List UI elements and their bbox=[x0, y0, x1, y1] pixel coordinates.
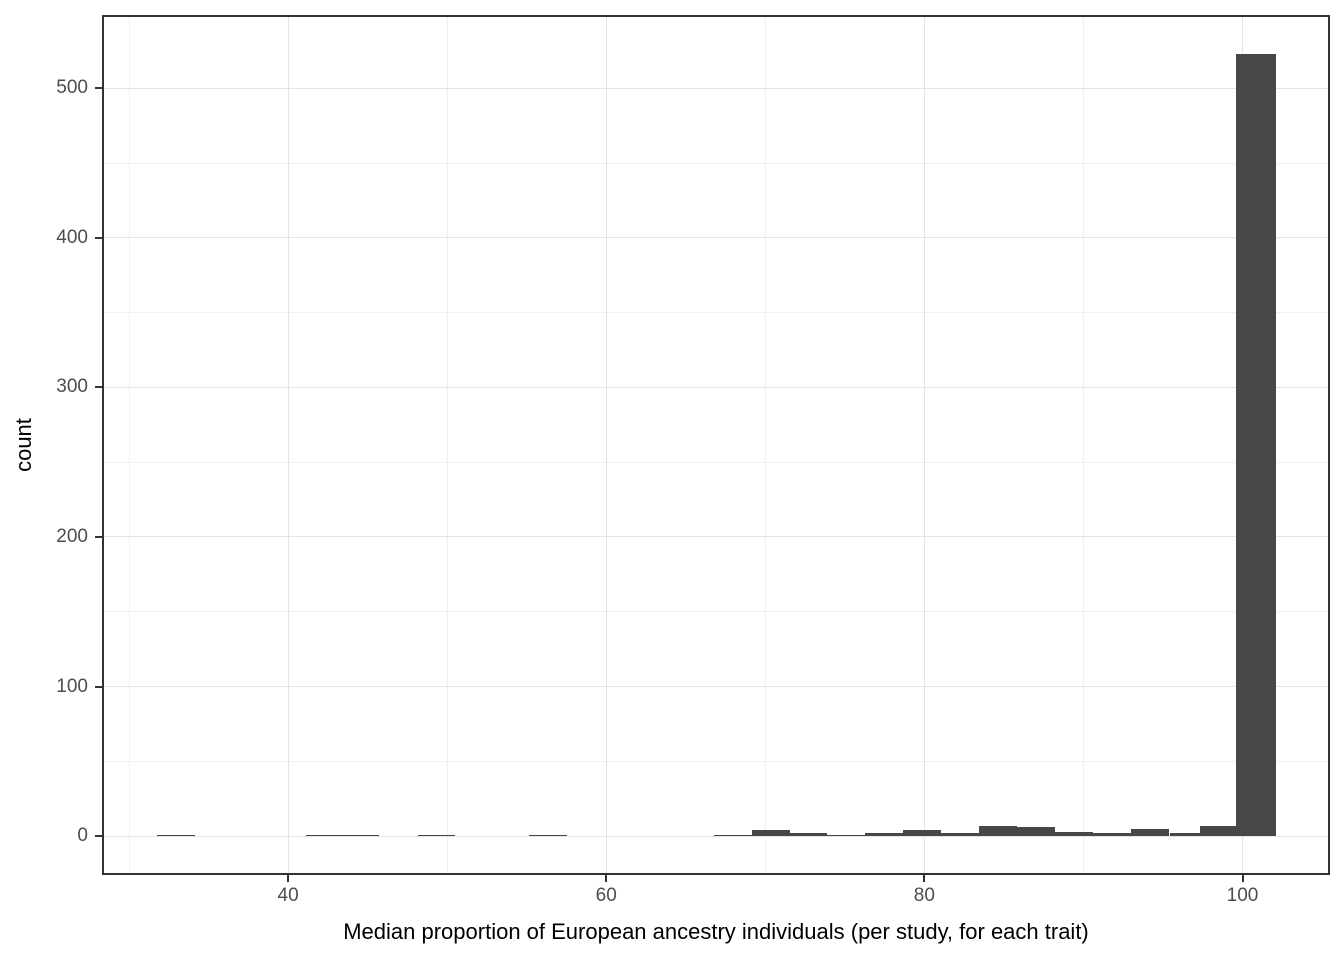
gridline-major-horizontal bbox=[102, 835, 1330, 837]
gridline-major-horizontal bbox=[102, 386, 1330, 388]
histogram-bar bbox=[418, 834, 456, 837]
y-axis-tick bbox=[95, 386, 102, 389]
y-axis-tick bbox=[95, 236, 102, 239]
gridline-major-horizontal bbox=[102, 686, 1330, 688]
gridline-major-vertical bbox=[605, 15, 607, 875]
gridline-minor-vertical bbox=[764, 15, 766, 875]
plot-panel bbox=[102, 15, 1330, 875]
histogram-bar bbox=[903, 830, 942, 837]
y-axis-tick bbox=[95, 835, 102, 838]
histogram-bar bbox=[157, 834, 196, 837]
x-tick-label: 60 bbox=[595, 885, 617, 906]
histogram-bar bbox=[827, 834, 866, 837]
histogram-bar bbox=[1131, 828, 1170, 837]
gridline-major-vertical bbox=[923, 15, 925, 875]
gridline-major-horizontal bbox=[102, 237, 1330, 239]
y-axis-title: count bbox=[11, 418, 36, 472]
histogram-bar bbox=[1169, 833, 1200, 837]
x-axis-tick bbox=[605, 875, 608, 882]
histogram-bar bbox=[1236, 53, 1276, 837]
histogram-bar bbox=[979, 825, 1018, 837]
histogram-bar bbox=[752, 830, 791, 837]
histogram-bar bbox=[1093, 833, 1132, 837]
gridline-major-horizontal bbox=[102, 87, 1330, 89]
y-tick-label: 200 bbox=[56, 525, 88, 547]
gridline-minor-horizontal bbox=[102, 162, 1330, 164]
y-axis-tick bbox=[95, 87, 102, 90]
y-tick-label: 0 bbox=[77, 825, 88, 847]
histogram-bar bbox=[1055, 831, 1094, 837]
histogram-bar bbox=[714, 834, 753, 837]
gridline-minor-horizontal bbox=[102, 611, 1330, 613]
y-axis-tick bbox=[95, 535, 102, 538]
gridline-minor-vertical bbox=[446, 15, 448, 875]
y-tick-label: 500 bbox=[56, 77, 88, 99]
histogram-bar bbox=[1017, 827, 1056, 837]
y-axis-tick bbox=[95, 685, 102, 688]
x-axis-tick bbox=[287, 875, 290, 882]
gridline-minor-horizontal bbox=[102, 760, 1330, 762]
histogram-bar bbox=[306, 834, 344, 837]
histogram-bar bbox=[865, 833, 904, 837]
histogram-bar bbox=[343, 834, 380, 837]
gridline-minor-horizontal bbox=[102, 461, 1330, 463]
gridline-major-horizontal bbox=[102, 536, 1330, 538]
x-axis-tick bbox=[1241, 875, 1244, 882]
histogram-bar bbox=[1199, 825, 1237, 837]
x-tick-label: 80 bbox=[913, 885, 935, 906]
gridline-minor-vertical bbox=[128, 15, 130, 875]
y-tick-label: 300 bbox=[56, 376, 88, 398]
x-axis-tick bbox=[923, 875, 926, 882]
histogram-bar bbox=[529, 834, 568, 837]
y-tick-label: 100 bbox=[56, 675, 88, 697]
x-axis-title: Median proportion of European ancestry i… bbox=[343, 919, 1089, 944]
gridline-minor-horizontal bbox=[102, 312, 1330, 314]
gridline-minor-vertical bbox=[1082, 15, 1084, 875]
x-tick-label: 40 bbox=[277, 885, 299, 906]
gridline-major-vertical bbox=[287, 15, 289, 875]
y-tick-label: 400 bbox=[56, 226, 88, 248]
histogram-bar bbox=[790, 833, 828, 837]
histogram-bar bbox=[941, 833, 980, 837]
x-tick-label: 100 bbox=[1226, 885, 1259, 906]
